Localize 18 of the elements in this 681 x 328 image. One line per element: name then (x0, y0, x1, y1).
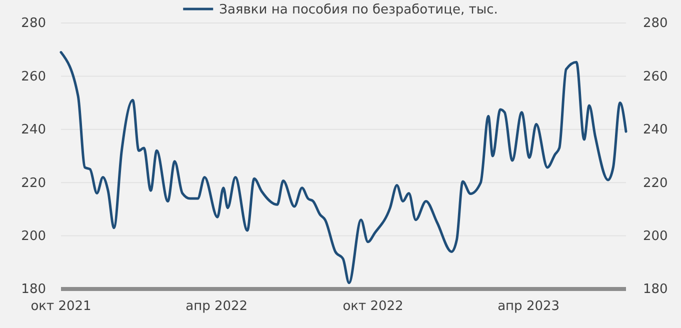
y-tick-label: 220 (21, 176, 46, 191)
legend-label: Заявки на пособия по безработице, тыс. (219, 2, 498, 18)
y-tick-label: 260 (21, 69, 46, 84)
y2-tick-label: 260 (643, 69, 668, 84)
y-tick-label: 240 (21, 122, 46, 138)
y-tick-label: 180 (21, 282, 46, 298)
x-tick-label: апр 2022 (186, 299, 248, 314)
x-tick-label: окт 2021 (30, 299, 92, 314)
y2-tick-label: 280 (643, 16, 668, 32)
y2-tick-label: 220 (643, 176, 668, 191)
x-tick-label: апр 2023 (498, 299, 560, 314)
y2-tick-label: 200 (643, 228, 668, 244)
y2-tick-label: 240 (643, 122, 668, 138)
y-tick-label: 200 (21, 228, 46, 244)
line-series (60, 51, 628, 284)
x-tick-label: окт 2022 (342, 299, 404, 314)
y-tick-label: 280 (21, 16, 46, 32)
y2-tick-label: 180 (643, 282, 668, 298)
